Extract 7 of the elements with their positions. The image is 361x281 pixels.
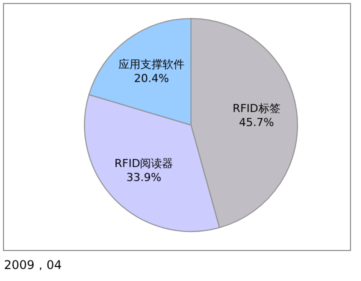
slice-label: RFID标签 (232, 102, 280, 115)
slice-label: 应用支撑软件 (118, 58, 185, 71)
data-label: 33.9% (126, 171, 162, 184)
data-label: 45.7% (238, 116, 274, 129)
text: 2009，04 (4, 257, 62, 274)
data-label: 20.4% (134, 72, 169, 85)
slice-label: RFID阅读器 (114, 157, 174, 170)
